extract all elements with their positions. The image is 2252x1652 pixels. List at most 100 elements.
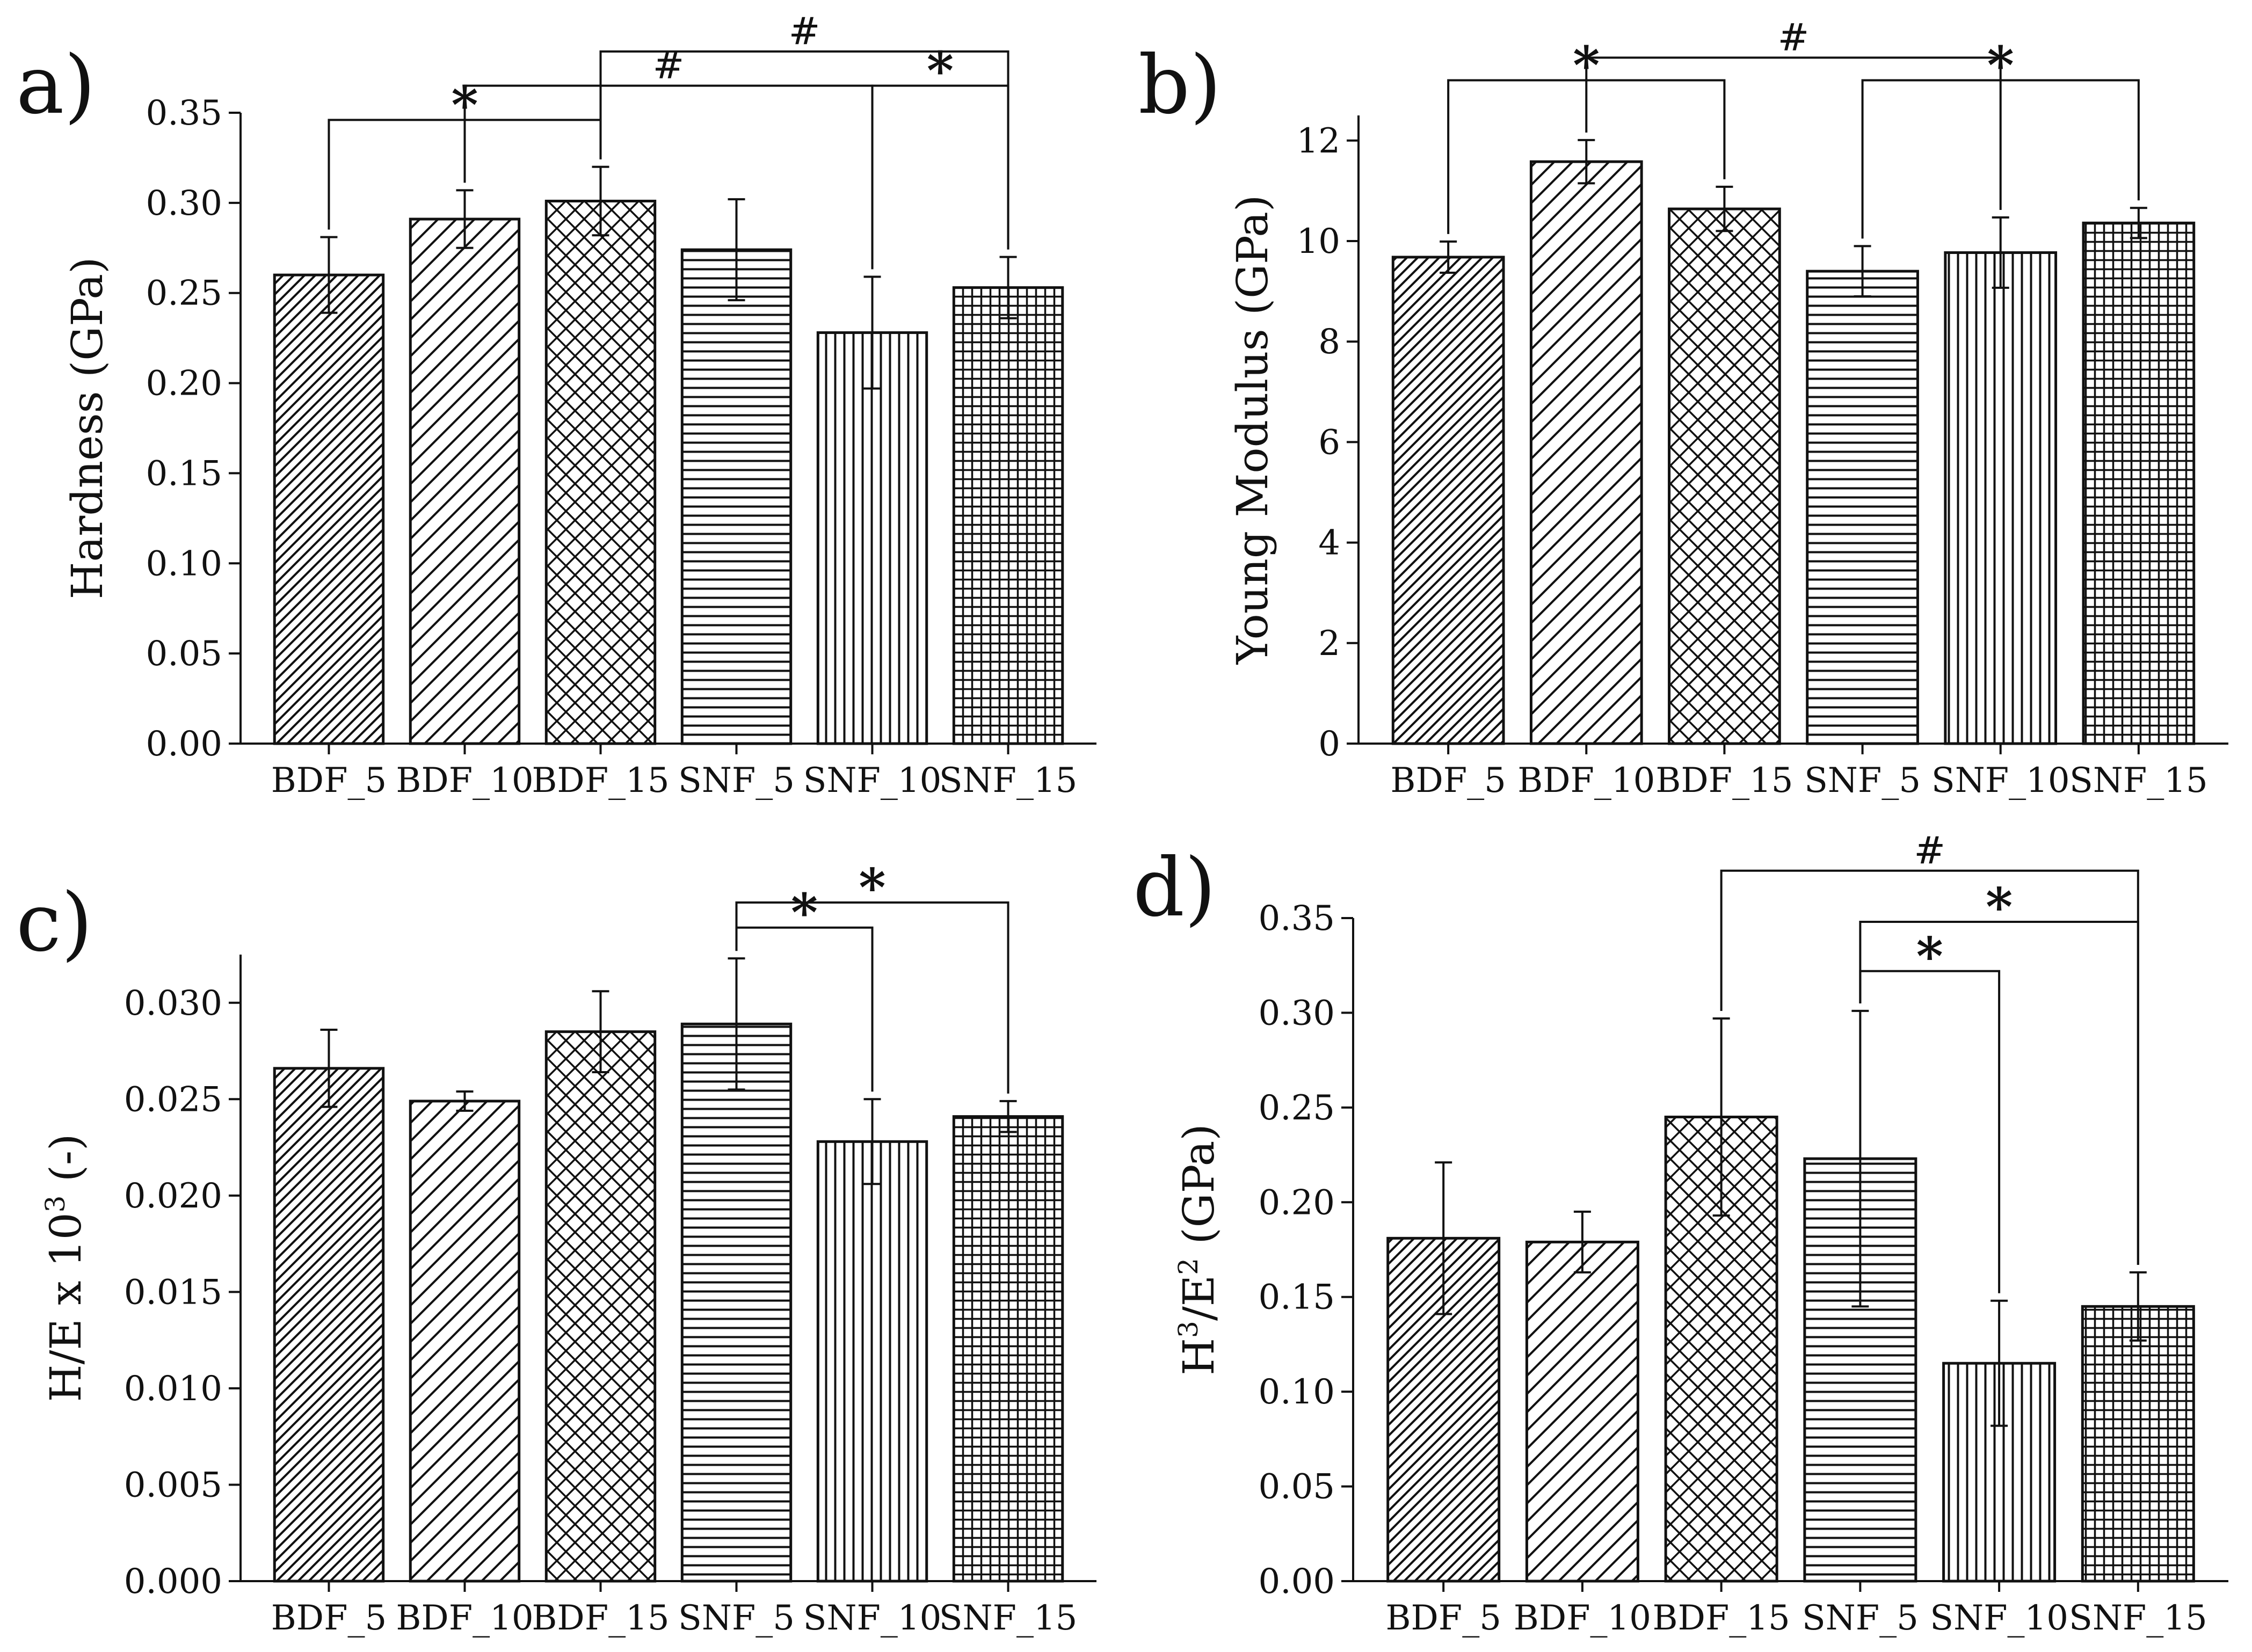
x-tick-label: BDF_5 bbox=[271, 761, 387, 800]
error-bar bbox=[1578, 139, 1595, 185]
significance-bracket: # bbox=[463, 43, 874, 270]
significance-bracket: * bbox=[871, 41, 1009, 270]
error-bar bbox=[1851, 1009, 1869, 1308]
y-tick-label: 6 bbox=[1318, 423, 1340, 462]
y-tick-label: 0.20 bbox=[1259, 1183, 1335, 1222]
y-tick-label: 0.030 bbox=[124, 984, 222, 1023]
error-bar bbox=[999, 1100, 1017, 1133]
y-tick-label: 0.020 bbox=[124, 1176, 222, 1216]
significance-bracket: * bbox=[735, 857, 1009, 1094]
y-tick-label: 12 bbox=[1297, 121, 1340, 161]
y-tick-label: 0.35 bbox=[1259, 899, 1335, 938]
significance-label: # bbox=[1914, 828, 1945, 872]
x-tick-label: SNF_15 bbox=[939, 1598, 1078, 1638]
y-tick-label: 0.15 bbox=[146, 454, 223, 493]
significance-label: * bbox=[927, 41, 954, 101]
error-bar bbox=[1435, 1161, 1452, 1315]
y-tick-label: 0.00 bbox=[1259, 1562, 1335, 1602]
bar-snf-10 bbox=[816, 331, 928, 745]
bar-bdf-10 bbox=[1525, 1240, 1639, 1583]
error-bar bbox=[1716, 185, 1733, 232]
bar-bdf-15 bbox=[544, 200, 657, 745]
x-tick-label: SNF_10 bbox=[1931, 761, 2070, 800]
error-bar bbox=[1992, 216, 2009, 289]
x-tick-label: SNF_15 bbox=[2069, 1598, 2207, 1638]
y-tick-label: 0.10 bbox=[1259, 1372, 1335, 1412]
bar-snf-5 bbox=[680, 1022, 793, 1583]
error-bar bbox=[592, 990, 609, 1074]
x-tick-label: BDF_5 bbox=[1390, 761, 1506, 800]
error-bar bbox=[1712, 1017, 1730, 1217]
bar-snf-10 bbox=[816, 1140, 928, 1583]
y-tick-label: 0.15 bbox=[1259, 1278, 1335, 1318]
x-tick-label: BDF_15 bbox=[532, 761, 669, 800]
error-bar bbox=[1573, 1210, 1591, 1273]
x-tick-label: SNF_10 bbox=[803, 761, 942, 800]
panel-c: c) 0.000 0.005 0.010 0.015 0.020 0.025 0.030 BDF… bbox=[16, 857, 1096, 1638]
y-axis-title: H/E x 103 (-) bbox=[40, 1134, 91, 1402]
error-bar bbox=[1991, 1299, 2008, 1427]
x-tick-label: BDF_10 bbox=[396, 761, 533, 800]
x-tick-label: SNF_5 bbox=[1804, 761, 1921, 800]
y-tick-label: 0.015 bbox=[124, 1272, 222, 1312]
x-tick-label: BDF_10 bbox=[396, 1598, 533, 1638]
y-tick-label: 0.05 bbox=[146, 634, 223, 674]
x-tick-label: SNF_5 bbox=[678, 761, 795, 800]
bar-bdf-5 bbox=[273, 273, 385, 745]
x-tick-label: BDF_5 bbox=[1385, 1598, 1501, 1638]
y-axis-title: H3/E2 (GPa) bbox=[1173, 1124, 1224, 1375]
bar-bdf-5 bbox=[273, 1067, 385, 1583]
y-tick-label: 8 bbox=[1318, 322, 1340, 362]
error-bar bbox=[320, 236, 338, 314]
significance-label: * bbox=[859, 857, 885, 918]
panel-d: d) 0.00 0.05 0.10 0.15 0.20 0.25 0.30 0.35 BDF_5 B… bbox=[1133, 828, 2228, 1638]
y-tick-label: 0.20 bbox=[146, 364, 223, 404]
significance-bracket: * bbox=[1861, 35, 2140, 239]
bar-snf-15 bbox=[2081, 1305, 2195, 1583]
y-axis-title: Hardness (GPa) bbox=[62, 257, 112, 600]
y-tick-label: 4 bbox=[1318, 523, 1340, 563]
bar-bdf-10 bbox=[1529, 160, 1643, 745]
y-tick-label: 0.10 bbox=[146, 544, 223, 584]
bar-snf-5 bbox=[1806, 270, 1919, 745]
panel-label: d) bbox=[1133, 841, 1216, 935]
error-bar bbox=[999, 256, 1017, 319]
panel-b: b) 0 2 4 6 8 10 12 BDF_5 BDF_10 BDF_15 SNF_5 SNF_10 S… bbox=[1138, 15, 2228, 800]
significance-label: # bbox=[789, 9, 820, 53]
x-tick-label: BDF_15 bbox=[1653, 1598, 1790, 1638]
significance-label: * bbox=[791, 883, 818, 943]
error-bar bbox=[456, 1090, 474, 1112]
y-tick-label: 0.00 bbox=[146, 724, 223, 764]
significance-label: # bbox=[653, 43, 685, 88]
panel-label: c) bbox=[16, 876, 93, 970]
significance-label: * bbox=[1987, 35, 2014, 96]
error-bar bbox=[320, 1029, 338, 1108]
error-bar bbox=[728, 198, 745, 302]
error-bar bbox=[592, 165, 609, 237]
bar-bdf-15 bbox=[544, 1030, 657, 1583]
x-tick-label: SNF_10 bbox=[1930, 1598, 2068, 1638]
error-bar bbox=[2129, 1271, 2147, 1342]
x-tick-label: BDF_15 bbox=[532, 1598, 669, 1638]
x-tick-label: SNF_5 bbox=[678, 1598, 795, 1638]
bar-bdf-10 bbox=[409, 1100, 521, 1583]
x-tick-label: SNF_15 bbox=[939, 761, 1078, 800]
y-tick-label: 0.010 bbox=[124, 1369, 222, 1409]
significance-bracket: # bbox=[1585, 15, 2002, 210]
x-tick-label: BDF_15 bbox=[1655, 761, 1793, 800]
bar-bdf-10 bbox=[409, 217, 521, 745]
y-tick-label: 0.30 bbox=[1259, 993, 1335, 1033]
x-tick-label: SNF_10 bbox=[803, 1598, 942, 1638]
y-tick-label: 0.25 bbox=[146, 274, 223, 314]
y-tick-label: 0 bbox=[1318, 724, 1340, 764]
y-tick-label: 0.005 bbox=[124, 1465, 222, 1505]
x-tick-label: SNF_5 bbox=[1802, 1598, 1919, 1638]
y-tick-label: 2 bbox=[1318, 624, 1340, 664]
y-axis-title: Young Modulus (GPa) bbox=[1227, 195, 1277, 665]
bar-snf-15 bbox=[952, 286, 1064, 745]
panel-label: a) bbox=[16, 39, 96, 132]
error-bar bbox=[863, 1098, 881, 1185]
bar-snf-15 bbox=[2082, 221, 2196, 745]
bar-bdf-15 bbox=[1668, 207, 1781, 745]
